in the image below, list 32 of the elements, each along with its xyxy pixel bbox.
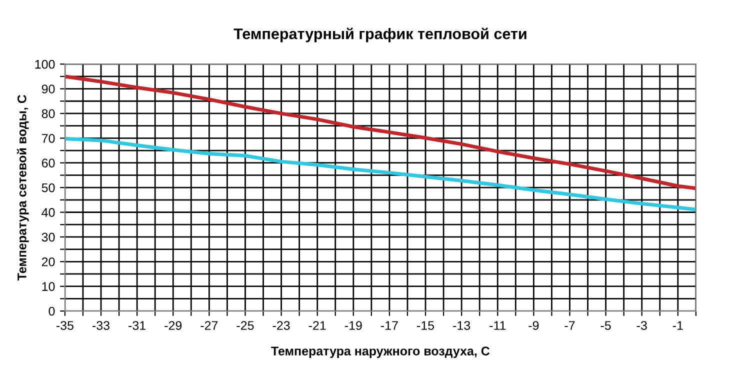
x-tick-label: -9 bbox=[528, 321, 539, 330]
x-tick-label: -5 bbox=[600, 321, 611, 330]
x-tick-label: -31 bbox=[128, 321, 146, 330]
x-tick-label: -15 bbox=[417, 321, 434, 330]
x-tick-label: -19 bbox=[344, 321, 362, 330]
x-tick-label: -27 bbox=[200, 321, 218, 330]
x-tick-label: -21 bbox=[308, 321, 326, 330]
y-tick-label: 100 bbox=[35, 60, 55, 69]
y-tick-label: 60 bbox=[42, 158, 55, 168]
x-tick-label: -1 bbox=[672, 321, 683, 330]
y-tick-label: 70 bbox=[42, 134, 55, 143]
y-tick-label: 90 bbox=[42, 84, 55, 94]
x-tick-label: -7 bbox=[564, 321, 575, 330]
y-tick-label: 80 bbox=[42, 109, 55, 118]
x-tick-label: -33 bbox=[92, 321, 110, 330]
x-tick-label: -17 bbox=[380, 321, 398, 330]
y-tick-label: 20 bbox=[42, 257, 55, 266]
y-tick-label: 10 bbox=[42, 282, 55, 291]
x-tick-label: -25 bbox=[236, 321, 254, 330]
x-tick-label: -13 bbox=[453, 321, 470, 330]
x-tick-label: -11 bbox=[490, 321, 506, 330]
x-tick-label: -29 bbox=[164, 321, 182, 330]
y-tick-label: 50 bbox=[42, 183, 55, 192]
chart-title: Температурный график тепловой сети bbox=[234, 28, 526, 42]
x-tick-label: -35 bbox=[56, 321, 74, 330]
y-tick-label: 40 bbox=[42, 208, 55, 217]
x-tick-label: -3 bbox=[636, 321, 647, 330]
x-tick-label: -23 bbox=[272, 321, 290, 330]
y-tick-label: 0 bbox=[48, 306, 55, 316]
y-tick-label: 30 bbox=[42, 232, 55, 242]
x-axis-title: Температура наружного воздуха, С bbox=[271, 346, 490, 358]
y-axis-title: Температура сетевой воды, С bbox=[16, 94, 29, 280]
